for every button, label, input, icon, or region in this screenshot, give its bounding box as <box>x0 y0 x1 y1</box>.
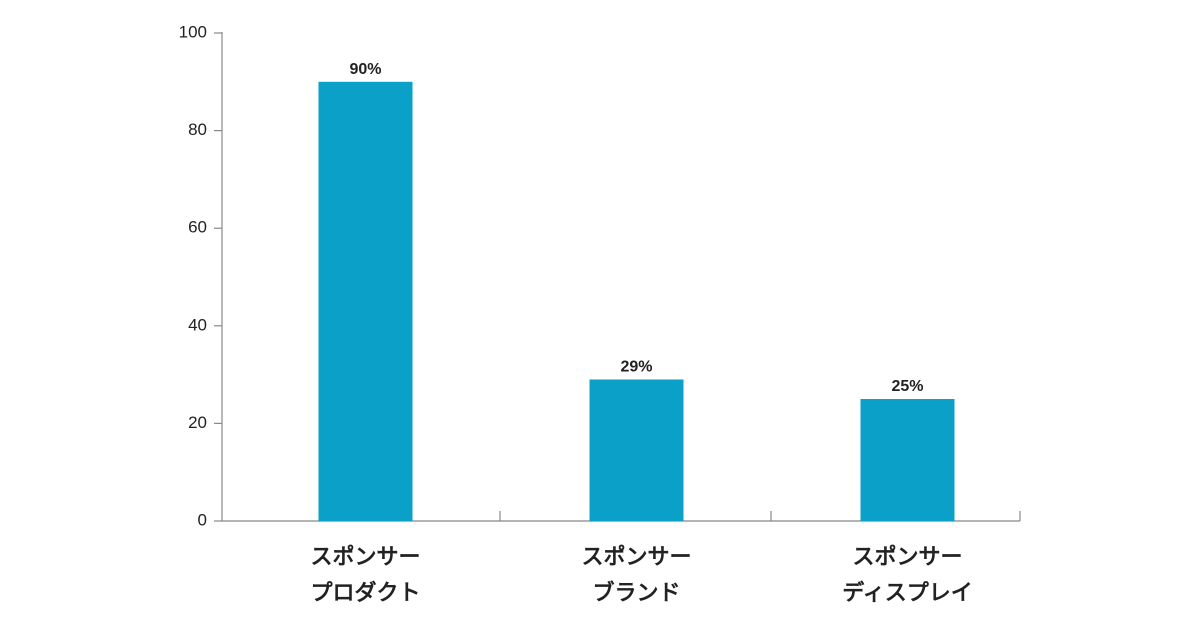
x-tick-label: ディスプレイ <box>842 580 972 606</box>
y-tick-label: 40 <box>188 315 207 334</box>
y-tick-label: 100 <box>179 22 207 41</box>
value-label: 29% <box>620 359 652 376</box>
value-label: 25% <box>891 378 923 395</box>
x-tick-label: スポンサー <box>310 544 420 570</box>
bar <box>860 399 955 521</box>
bar <box>589 379 684 521</box>
x-tick-label: プロダクト <box>310 580 420 606</box>
y-tick-label: 0 <box>198 510 207 529</box>
value-label: 90% <box>349 61 381 78</box>
y-tick-label: 60 <box>188 218 207 237</box>
x-tick-label: ブランド <box>592 580 680 606</box>
bar <box>318 81 413 522</box>
y-tick-label: 20 <box>188 413 207 432</box>
x-tick-label: スポンサー <box>852 544 962 570</box>
x-tick-label: スポンサー <box>581 544 691 570</box>
y-tick-label: 80 <box>188 120 207 139</box>
